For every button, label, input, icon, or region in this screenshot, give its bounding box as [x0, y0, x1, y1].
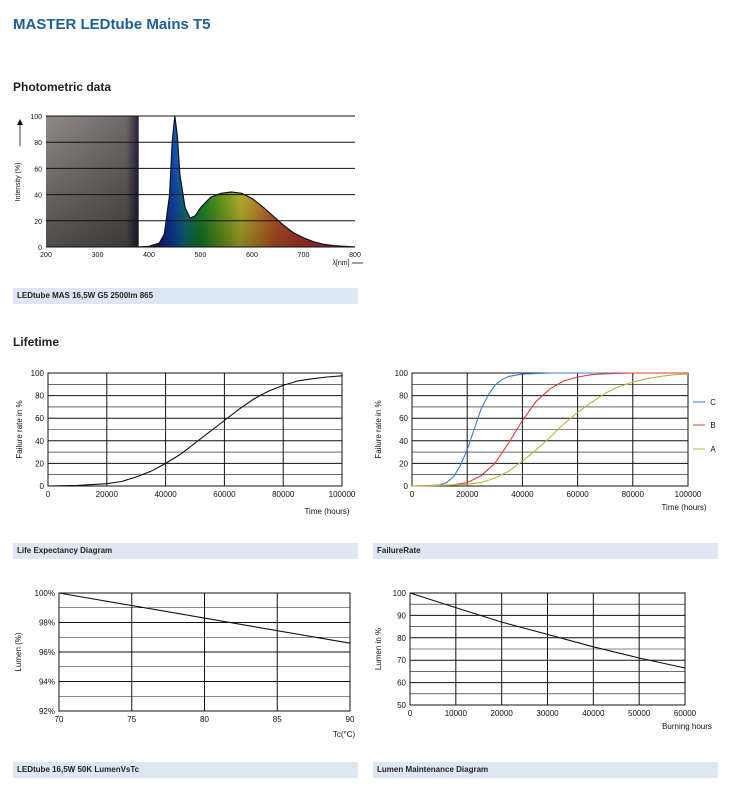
spectrum-x-label: λ[nm] [332, 260, 349, 267]
failure-rate-x-tick: 100000 [675, 490, 702, 499]
spectrum-x-tick: 700 [298, 252, 310, 259]
section-title-photometric: Photometric data [13, 80, 112, 94]
life-expectancy-y-tick: 20 [35, 459, 44, 468]
caption-spectrum: LEDtube MAS 16,5W G5 2500lm 865 [13, 288, 358, 304]
life-expectancy-y-tick: 100 [31, 369, 45, 378]
lumen-maintenance-y-tick: 80 [397, 634, 406, 643]
caption-failure-rate: FailureRate [373, 543, 718, 559]
spectrum-y-tick: 100 [30, 114, 42, 121]
lumen-vs-tc-y-tick: 94% [39, 678, 55, 687]
lumen-maintenance-x-tick: 10000 [445, 709, 468, 718]
life-expectancy-x-tick: 60000 [213, 490, 236, 499]
lumen-maintenance-y-tick: 60 [397, 679, 406, 688]
spectrum-y-tick: 80 [34, 140, 42, 147]
spectrum-y-tick: 0 [38, 245, 42, 252]
life-expectancy-x-tick: 20000 [96, 490, 119, 499]
life-expectancy-y-label: Failure rate in % [15, 400, 24, 458]
failure-rate-x-tick: 40000 [511, 490, 534, 499]
failure-rate-series-line-c [411, 372, 688, 487]
failure-rate-x-tick: 0 [410, 490, 415, 499]
page-title: MASTER LEDtube Mains T5 [13, 16, 211, 33]
life-expectancy-x-tick: 0 [46, 490, 51, 499]
lumen-maintenance-x-tick: 30000 [536, 709, 559, 718]
failure-rate-legend-label-c: C [710, 398, 716, 407]
lumen-maintenance-y-tick: 70 [397, 656, 406, 665]
lumen-vs-tc-y-tick: 92% [39, 707, 55, 716]
spectrum-x-tick: 500 [195, 252, 207, 259]
spectrum-white-area [138, 116, 355, 247]
failure-rate-series-line-a [411, 373, 689, 487]
lumen-maintenance-x-label: Burning hours [662, 722, 712, 731]
spectrum-x-tick: 400 [143, 252, 155, 259]
failure-rate-series-line-b [411, 372, 688, 487]
lumen-maintenance-x-tick: 50000 [628, 709, 651, 718]
lumen-vs-tc-frame [58, 592, 351, 712]
lumen-vs-tc-y-tick: 98% [39, 619, 55, 628]
lumen-vs-tc-series-line [58, 592, 351, 644]
lumen-maintenance-y-tick: 90 [397, 611, 406, 620]
failure-rate-y-tick: 80 [399, 392, 408, 401]
failure-rate-y-tick: 20 [399, 459, 408, 468]
lumen-maintenance-x-tick: 0 [408, 709, 413, 718]
lumen-vs-tc-x-tick: 75 [127, 715, 136, 724]
lumen-vs-tc-y-tick: 100% [35, 589, 55, 598]
life-expectancy-y-tick: 60 [35, 414, 44, 423]
spectrum-x-tick: 800 [349, 252, 361, 259]
life-expectancy-y-tick: 40 [35, 437, 44, 446]
failure-rate-y-tick: 40 [399, 437, 408, 446]
spectrum-x-tick: 300 [92, 252, 104, 259]
spectrum-y-tick: 20 [34, 219, 42, 226]
lumen-maintenance-x-tick: 40000 [582, 709, 605, 718]
life-expectancy-x-label: Time (hours) [304, 507, 349, 516]
lumen-vs-tc-x-tick: 70 [55, 715, 64, 724]
life-expectancy-y-tick: 0 [40, 482, 45, 491]
failure-rate-chart: 0 20 40 60 80 100 0 20000 40000 60000 80000 100000 T… [374, 369, 716, 512]
lumen-vs-tc-x-tick: 85 [273, 715, 282, 724]
lumen-vs-tc-y-label: Lumen (%) [14, 632, 23, 671]
failure-rate-y-tick: 60 [399, 414, 408, 423]
failure-rate-legend-label-b: B [710, 421, 715, 430]
life-expectancy-frame [47, 372, 343, 487]
lumen-vs-tc-chart: 92% 94% 96% 98% 100% 70 75 80 85 90 Tc(°C) Lumen (%… [14, 589, 356, 739]
lumen-vs-tc-y-tick: 96% [39, 648, 55, 657]
spectrum-curve [138, 115, 356, 248]
life-expectancy-y-tick: 80 [35, 392, 44, 401]
section-title-lifetime: Lifetime [13, 335, 60, 349]
failure-rate-x-tick: 60000 [566, 490, 589, 499]
lumen-maintenance-frame [409, 592, 686, 706]
failure-rate-y-tick: 0 [404, 482, 409, 491]
lumen-vs-tc-x-tick: 90 [346, 715, 355, 724]
life-expectancy-chart: 0 20 40 60 80 100 0 20000 40000 60000 80000 100000 T… [15, 369, 356, 516]
lumen-maintenance-series-line [409, 592, 686, 669]
spectrum-y-arrowhead [17, 119, 23, 125]
spectrum-under-shade [46, 116, 355, 247]
caption-life-expectancy: Life Expectancy Diagram [13, 543, 358, 559]
failure-rate-x-label: Time (hours) [661, 503, 706, 512]
lumen-maintenance-y-label: Lumen in % [374, 628, 383, 670]
spectrum-y-tick: 40 [34, 193, 42, 200]
lumen-maintenance-chart: 50 60 70 80 90 100 0 10000 20000 30000 40000 50000 6… [374, 589, 712, 731]
lumen-maintenance-y-tick: 100 [393, 589, 407, 598]
caption-lumen-vs-tc: LEDtube 16,5W 50K LumenVsTc [13, 762, 358, 778]
lumen-vs-tc-x-label: Tc(°C) [333, 730, 356, 739]
failure-rate-x-tick: 80000 [622, 490, 645, 499]
spectrum-x-tick: 200 [40, 252, 52, 259]
spectrum-y-label: Intensity (%) [15, 163, 22, 202]
failure-rate-y-label: Failure rate in % [374, 400, 383, 458]
lumen-maintenance-x-tick: 60000 [674, 709, 697, 718]
failure-rate-y-tick: 100 [395, 369, 409, 378]
lumen-vs-tc-x-tick: 80 [200, 715, 209, 724]
failure-rate-legend-label-a: A [710, 445, 716, 454]
lumen-maintenance-x-tick: 20000 [491, 709, 514, 718]
caption-lumen-maintenance: Lumen Maintenance Diagram [373, 762, 718, 778]
lumen-maintenance-y-tick: 50 [397, 701, 406, 710]
life-expectancy-x-tick: 80000 [272, 490, 295, 499]
failure-rate-x-tick: 20000 [456, 490, 479, 499]
spectrum-x-tick: 600 [246, 252, 258, 259]
spectrum-y-tick: 60 [34, 166, 42, 173]
life-expectancy-x-tick: 40000 [154, 490, 177, 499]
life-expectancy-x-tick: 100000 [329, 490, 356, 499]
life-expectancy-series-line [47, 375, 343, 487]
